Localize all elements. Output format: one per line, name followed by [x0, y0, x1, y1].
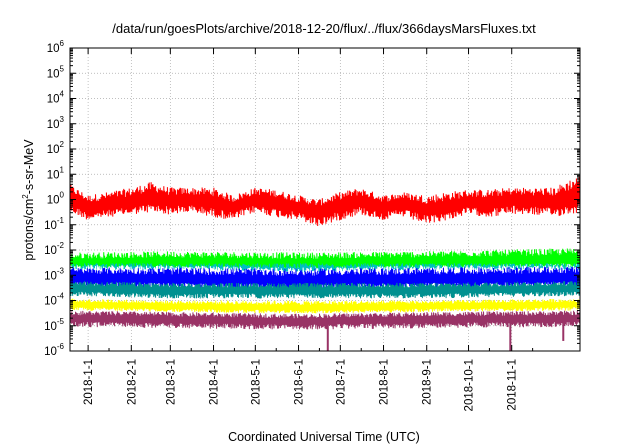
- series-line: [69, 298, 581, 314]
- y-tick-base: 10: [44, 321, 57, 333]
- y-tick-label: 10-4: [44, 292, 64, 308]
- y-tick-base: 10: [44, 346, 57, 358]
- x-tick-label: 2018-10-1: [464, 359, 476, 411]
- y-tick-label: 105: [47, 64, 65, 80]
- y-tick-exp: 4: [60, 90, 65, 99]
- grid: [70, 48, 580, 351]
- y-tick-label: 106: [47, 39, 65, 55]
- y-tick-base: 10: [47, 119, 60, 131]
- x-tick-label: 2018-9-1: [422, 359, 434, 405]
- y-tick-exp: -2: [57, 241, 65, 250]
- y-tick-exp: -1: [57, 216, 65, 225]
- y-tick-label: 104: [47, 90, 65, 106]
- y-tick-labels: 10-610-510-410-310-210-11001011021031041…: [44, 39, 64, 358]
- series-line: [69, 281, 581, 299]
- x-tick-label: 2018-1-1: [83, 359, 95, 405]
- x-tick-label: 2018-11-1: [507, 359, 519, 411]
- y-tick-exp: -3: [57, 266, 65, 275]
- x-tick-label: 2018-4-1: [209, 359, 221, 405]
- y-tick-label: 100: [47, 191, 65, 207]
- y-axis-label-prefix: protons/cm: [22, 199, 36, 261]
- y-tick-base: 10: [44, 270, 57, 282]
- y-tick-base: 10: [47, 195, 60, 207]
- y-tick-base: 10: [47, 68, 60, 80]
- series-layer: [69, 176, 581, 351]
- y-tick-exp: -4: [57, 292, 65, 301]
- x-axis-label: Coordinated Universal Time (UTC): [228, 430, 420, 444]
- y-tick-base: 10: [47, 144, 60, 156]
- axis-ticks: [70, 47, 580, 352]
- x-tick-label: 2018-3-1: [165, 359, 177, 405]
- series-line: [69, 248, 581, 271]
- x-tick-labels: 2018-1-1 2018-2-1 2018-3-1 2018-4-1 2018-5-1…: [83, 359, 519, 411]
- series: [69, 281, 581, 299]
- y-tick-base: 10: [47, 169, 60, 181]
- y-tick-label: 10-1: [44, 216, 64, 232]
- y-axis-label-suffix: -s-sr-MeV: [22, 139, 36, 195]
- y-tick-exp: 3: [60, 115, 65, 124]
- y-tick-exp: 2: [60, 140, 65, 149]
- series: [69, 298, 581, 314]
- y-tick-exp: 5: [60, 64, 65, 73]
- y-tick-base: 10: [44, 220, 57, 232]
- x-tick-label: 2018-6-1: [294, 359, 306, 405]
- x-tick-label: 2018-8-1: [379, 359, 391, 405]
- y-tick-label: 102: [47, 140, 65, 156]
- y-tick-exp: 0: [60, 191, 65, 200]
- y-tick-label: 101: [47, 165, 65, 181]
- y-tick-base: 10: [44, 296, 57, 308]
- y-axis-label: protons/cm2-s-sr-MeV: [21, 139, 36, 261]
- series-line: [69, 310, 581, 330]
- y-tick-label: 10-6: [44, 342, 64, 358]
- y-tick-base: 10: [47, 43, 60, 55]
- y-tick-label: 10-5: [44, 317, 64, 333]
- y-tick-exp: 6: [60, 39, 65, 48]
- y-tick-label: 10-2: [44, 241, 64, 257]
- y-tick-label: 103: [47, 115, 65, 131]
- x-tick-label: 2018-2-1: [126, 359, 138, 405]
- series: [69, 310, 581, 351]
- series: [69, 176, 581, 227]
- y-axis-label-sup: 2: [21, 194, 30, 199]
- y-tick-exp: -5: [57, 317, 65, 326]
- series: [69, 248, 581, 271]
- chart-title: /data/run/goesPlots/archive/2018-12-20/f…: [112, 21, 536, 36]
- y-tick-exp: 1: [60, 165, 65, 174]
- x-tick-label: 2018-7-1: [335, 359, 347, 405]
- y-tick-exp: -6: [57, 342, 65, 351]
- x-tick-label: 2018-5-1: [250, 359, 262, 405]
- series-line: [69, 176, 581, 227]
- y-tick-label: 10-3: [44, 266, 64, 282]
- y-tick-base: 10: [47, 94, 60, 106]
- y-tick-base: 10: [44, 245, 57, 257]
